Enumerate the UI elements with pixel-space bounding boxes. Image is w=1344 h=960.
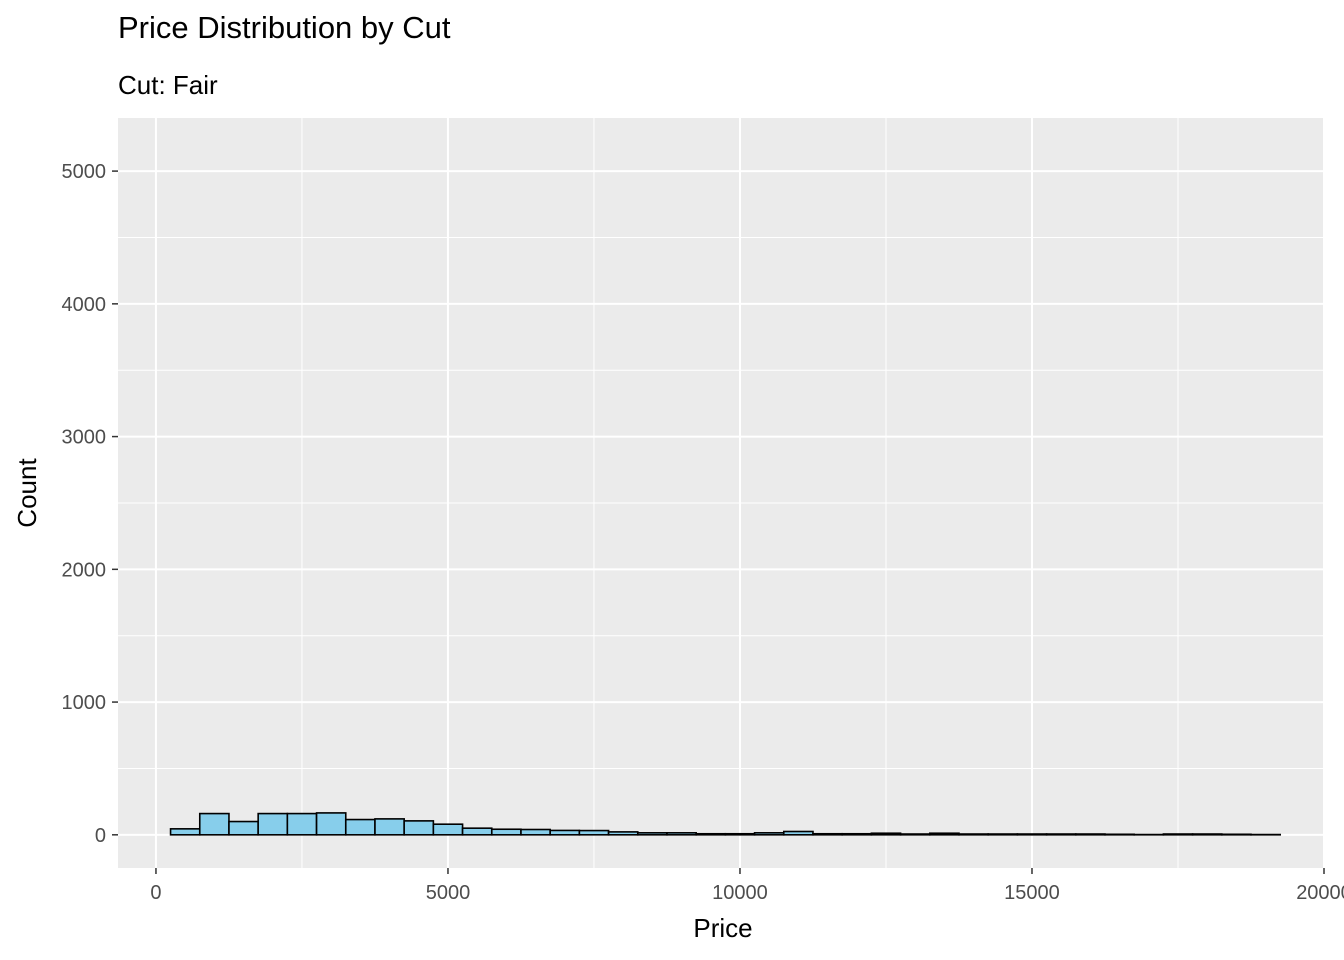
y-axis-title: Count [12, 458, 42, 528]
x-tick-label: 15000 [1004, 882, 1060, 904]
histogram-bar [1162, 833, 1194, 836]
x-tick-label: 10000 [712, 882, 768, 904]
histogram-bar [344, 818, 376, 836]
histogram-bar [899, 833, 931, 836]
histogram-bar [870, 832, 902, 836]
y-tick-label: 2000 [62, 559, 107, 581]
histogram-bar [169, 828, 201, 836]
histogram-bar [987, 833, 1019, 836]
y-tick-label: 4000 [62, 294, 107, 316]
histogram-bar [958, 833, 989, 836]
chart-title: Price Distribution by Cut [118, 10, 451, 45]
histogram-bar [753, 832, 785, 836]
y-tick-label: 3000 [62, 427, 107, 449]
histogram-bar [841, 832, 873, 836]
histogram-bar [315, 812, 347, 836]
y-tick-label: 5000 [62, 161, 107, 183]
histogram-bar [607, 831, 639, 836]
y-tick-label: 1000 [62, 692, 107, 714]
histogram-bar [695, 832, 727, 836]
histogram-bar [228, 820, 259, 836]
x-tick-label: 0 [150, 882, 161, 904]
histogram-bar [286, 812, 318, 836]
histogram-bar [1045, 833, 1077, 836]
histogram-bar [812, 832, 843, 836]
histogram-bar [724, 832, 756, 836]
histogram-bar [666, 832, 697, 836]
histogram-bar [1074, 833, 1106, 836]
histogram-bar [461, 827, 493, 836]
histogram-bar [1104, 833, 1135, 836]
histogram-bars [169, 812, 1281, 836]
histogram-bar [1220, 833, 1252, 836]
histogram-bar [432, 823, 464, 836]
minor-gridlines [118, 118, 1324, 868]
histogram-bar [1016, 833, 1048, 836]
histogram-bar [374, 818, 405, 836]
histogram-bar [490, 828, 522, 836]
histogram-bar [578, 829, 610, 836]
histogram-bar [257, 812, 289, 836]
chart-subtitle: Cut: Fair [118, 70, 218, 100]
plot-panel [118, 118, 1324, 868]
x-tick-label: 5000 [426, 882, 471, 904]
y-tick-label: 0 [95, 825, 106, 847]
histogram-bar [928, 832, 960, 836]
histogram-bar [1191, 833, 1223, 836]
histogram-bar [520, 828, 551, 836]
x-axis-title: Price [693, 913, 752, 943]
histogram-bar [403, 820, 435, 836]
histogram-bar [549, 829, 581, 836]
histogram-bar [636, 832, 668, 836]
histogram-bar [782, 830, 814, 836]
histogram-bar [198, 812, 230, 836]
